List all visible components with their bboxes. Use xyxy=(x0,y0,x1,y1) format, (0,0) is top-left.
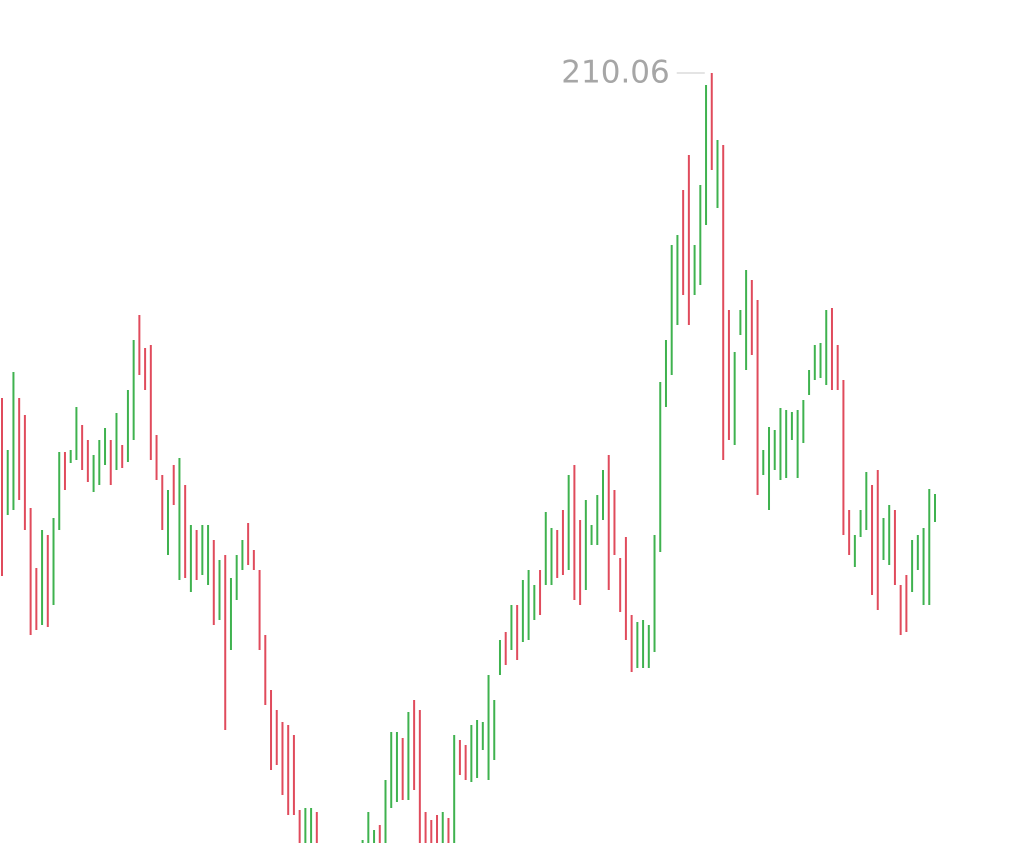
max-value-label: 210.06 xyxy=(561,55,669,91)
